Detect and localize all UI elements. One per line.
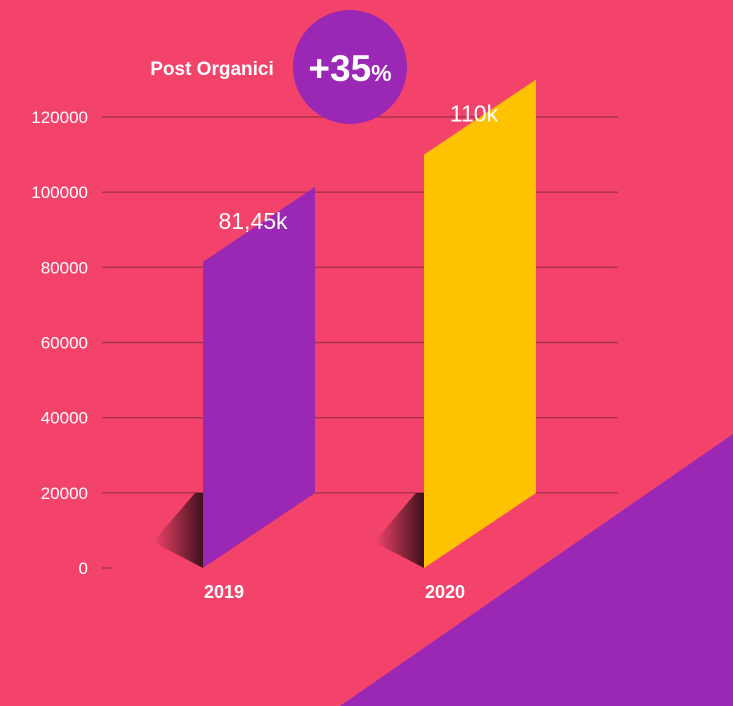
chart-title: Post Organici: [150, 59, 274, 80]
growth-badge-unit: %: [371, 60, 391, 86]
growth-badge-value: +35: [308, 48, 371, 89]
grid-layer: [102, 116, 618, 569]
label-layer: 0 20000 40000 60000 80000 100000 120000 81,45k 2…: [31, 101, 498, 602]
y-tick-label: 40000: [41, 409, 88, 428]
growth-badge-text: +35%: [308, 48, 391, 89]
corner-decoration: [340, 434, 733, 706]
data-label: 110k: [450, 101, 499, 127]
y-tick-label: 60000: [41, 334, 88, 353]
shadow-layer: [153, 493, 424, 568]
bar-shadow: [374, 493, 424, 568]
y-tick-label: 20000: [41, 484, 88, 503]
y-tick-label: 100000: [31, 183, 88, 202]
data-label: 81,45k: [218, 208, 288, 234]
bar-layer: [203, 79, 536, 569]
bar: [203, 186, 315, 569]
x-tick-label: 2020: [425, 582, 465, 602]
growth-badge: [293, 10, 407, 124]
y-tick-label: 0: [79, 559, 88, 578]
y-tick-label: 120000: [31, 108, 88, 127]
y-tick-label: 80000: [41, 258, 88, 277]
x-tick-label: 2019: [204, 582, 244, 602]
bar-shadow: [153, 493, 203, 568]
bar: [424, 79, 536, 568]
